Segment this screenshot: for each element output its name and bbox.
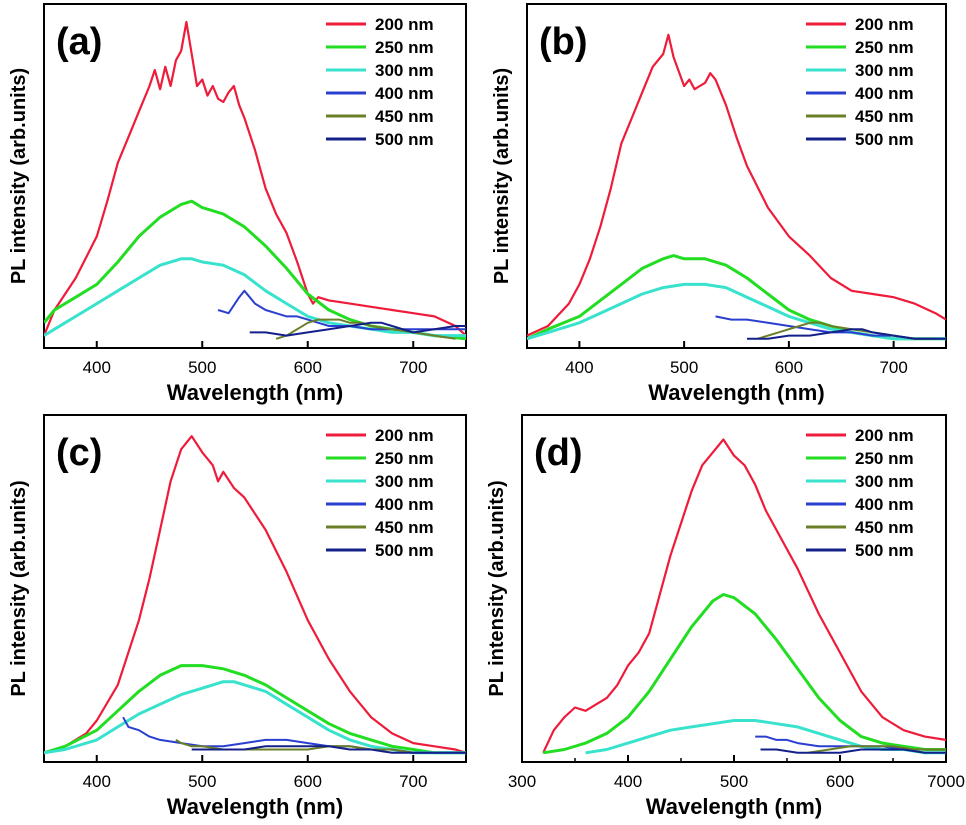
legend-entry-c: 500 nm — [375, 541, 434, 560]
series-line-b-300nm — [527, 282, 946, 341]
series-line-c-400nm — [122, 716, 466, 754]
panel-a: 400 500 600 700 Wavelength (nm) PL intensity … — [8, 3, 467, 405]
series-line-c-500nm — [191, 745, 466, 754]
legend-entry-b: 250 nm — [855, 38, 914, 57]
x-tick-label-b: 700 — [879, 358, 907, 377]
y-axis-label-a: PL intensity (arb.units) — [8, 68, 30, 284]
x-tick-label-a: 500 — [188, 358, 216, 377]
legend-entry-b: 450 nm — [855, 107, 914, 126]
x-tick-label-b: 500 — [670, 358, 698, 377]
x-tick-label-d: 7000 — [927, 772, 965, 791]
x-axis-label-a: Wavelength (nm) — [167, 380, 343, 405]
series-line-d-500nm — [760, 748, 946, 754]
series-line-d-450nm — [808, 745, 946, 754]
legend-entry-d: 200 nm — [855, 426, 914, 445]
legend-entry-a: 300 nm — [375, 61, 434, 80]
x-tick-label-c: 400 — [83, 772, 111, 791]
plot-frame-c — [43, 414, 467, 763]
x-tick-label-a: 700 — [399, 358, 427, 377]
legend-entry-d: 250 nm — [855, 449, 914, 468]
series-group-b — [527, 33, 946, 341]
panel-label-d: (d) — [534, 432, 583, 474]
series-group-a — [44, 20, 466, 341]
legend-entry-a: 450 nm — [375, 107, 434, 126]
series-line-a-250nm — [44, 199, 466, 341]
y-axis-label-d: PL intensity (arb.units) — [486, 480, 508, 696]
series-group-c — [44, 435, 466, 755]
series-line-a-500nm — [249, 321, 466, 337]
x-tick-label-b: 600 — [775, 358, 803, 377]
series-line-c-250nm — [44, 664, 466, 755]
series-line-d-250nm — [542, 593, 946, 755]
x-tick-label-a: 400 — [83, 358, 111, 377]
legend-entry-c: 200 nm — [375, 426, 434, 445]
legend-entry-a: 250 nm — [375, 38, 434, 57]
series-line-b-250nm — [527, 254, 946, 341]
series-line-b-500nm — [747, 328, 946, 340]
legend-c: 200 nm 250 nm 300 nm 400 nm 450 nm 500 nm — [326, 426, 434, 560]
series-group-d — [542, 438, 946, 755]
panel-c: 400 500 600 700 Wavelength (nm) PL intensity … — [8, 414, 467, 819]
legend-entry-c: 450 nm — [375, 518, 434, 537]
panel-label-c: (c) — [56, 432, 102, 474]
legend-entry-b: 400 nm — [855, 84, 914, 103]
series-line-a-300nm — [44, 257, 466, 338]
legend-entry-b: 200 nm — [855, 15, 914, 34]
panel-label-a: (a) — [56, 21, 102, 63]
series-line-d-200nm — [542, 438, 946, 754]
y-axis-label-c: PL intensity (arb.units) — [8, 480, 30, 696]
legend-entry-b: 300 nm — [855, 61, 914, 80]
legend-a: 200 nm 250 nm 300 nm 400 nm 450 nm 500 nm — [326, 15, 434, 149]
legend-entry-c: 250 nm — [375, 449, 434, 468]
series-line-c-300nm — [44, 680, 466, 755]
series-line-b-200nm — [527, 33, 946, 337]
legend-entry-a: 400 nm — [375, 84, 434, 103]
legend-entry-d: 400 nm — [855, 495, 914, 514]
series-line-a-200nm — [44, 20, 466, 337]
panel-label-b: (b) — [539, 21, 588, 63]
x-axis-label-b: Wavelength (nm) — [648, 380, 824, 405]
x-tick-label-c: 600 — [294, 772, 322, 791]
x-tick-label-d: 500 — [720, 772, 748, 791]
plot-frame-b — [526, 3, 947, 349]
legend-entry-a: 200 nm — [375, 15, 434, 34]
x-tick-label-c: 700 — [399, 772, 427, 791]
y-axis-label-b: PL intensity (arb.units) — [491, 68, 513, 284]
x-tick-label-d: 400 — [614, 772, 642, 791]
legend-entry-a: 500 nm — [375, 130, 434, 149]
legend-b: 200 nm 250 nm 300 nm 400 nm 450 nm 500 nm — [806, 15, 914, 149]
plot-frame-a — [43, 3, 467, 349]
x-axis-label-c: Wavelength (nm) — [167, 794, 343, 819]
panel-d: 300 400 500 600 7000 Wavelength (nm) PL intens… — [486, 414, 965, 819]
x-tick-label-b: 400 — [565, 358, 593, 377]
legend-entry-d: 500 nm — [855, 541, 914, 560]
x-tick-label-a: 600 — [294, 358, 322, 377]
x-tick-label-c: 500 — [188, 772, 216, 791]
legend-entry-c: 400 nm — [375, 495, 434, 514]
legend-entry-b: 500 nm — [855, 130, 914, 149]
x-tick-label-d: 600 — [826, 772, 854, 791]
legend-d: 200 nm 250 nm 300 nm 400 nm 450 nm 500 nm — [806, 426, 914, 560]
x-axis-label-d: Wavelength (nm) — [646, 794, 822, 819]
series-line-b-400nm — [715, 315, 946, 340]
legend-entry-d: 300 nm — [855, 472, 914, 491]
x-tick-label-d: 300 — [508, 772, 536, 791]
legend-entry-c: 300 nm — [375, 472, 434, 491]
panel-b: 400 500 600 700 Wavelength (nm) PL intensity … — [491, 3, 947, 405]
series-line-c-200nm — [44, 435, 466, 754]
legend-entry-d: 450 nm — [855, 518, 914, 537]
